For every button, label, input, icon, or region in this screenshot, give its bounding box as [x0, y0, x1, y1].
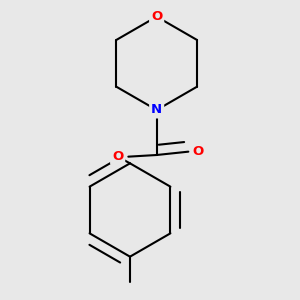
- Text: O: O: [112, 150, 123, 163]
- Text: N: N: [151, 103, 162, 116]
- Text: O: O: [151, 10, 162, 23]
- Text: O: O: [193, 145, 204, 158]
